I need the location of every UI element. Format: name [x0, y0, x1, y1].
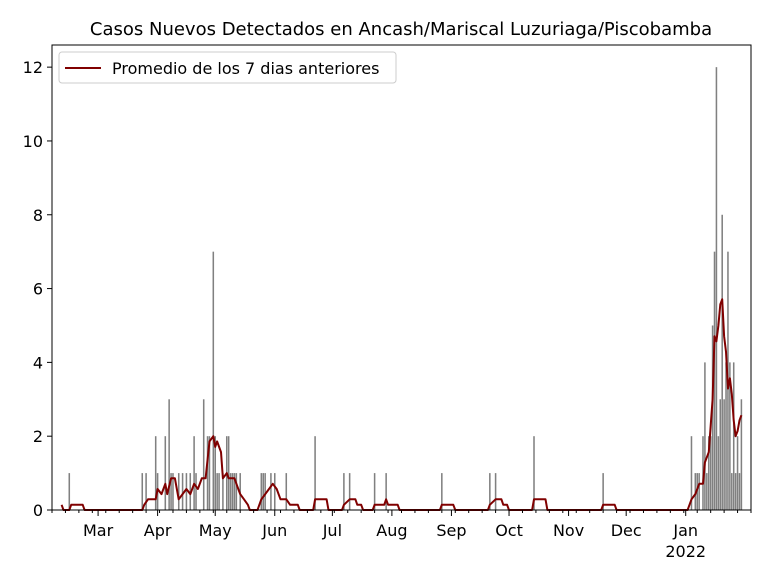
x-tick-label: Nov — [553, 521, 584, 540]
average-line — [60, 298, 743, 511]
y-tick-label: 0 — [33, 501, 43, 520]
bar — [373, 473, 376, 510]
bar — [723, 399, 725, 510]
average-line-series — [60, 298, 743, 511]
bar — [216, 473, 218, 510]
x-tick-label: Apr — [144, 521, 172, 540]
bar — [602, 473, 604, 510]
y-tick-label: 4 — [33, 353, 43, 372]
x-tick-label: Jan — [672, 521, 698, 540]
legend-label-average: Promedio de los 7 dias anteriores — [112, 59, 379, 78]
bar — [68, 473, 71, 510]
bar — [202, 399, 205, 510]
bar — [533, 436, 535, 510]
bar — [195, 473, 197, 510]
x-tick-label: Dec — [611, 521, 642, 540]
x-tick-sublabel: 2022 — [665, 542, 706, 561]
y-tick-label: 6 — [33, 280, 43, 299]
bar — [212, 251, 215, 510]
bar — [725, 362, 727, 510]
bar-series — [68, 67, 743, 511]
bar — [494, 473, 497, 510]
bar — [181, 473, 184, 510]
legend-box — [58, 51, 397, 84]
bar — [208, 436, 211, 510]
bar — [177, 473, 180, 510]
y-tick-label: 2 — [33, 427, 43, 446]
bar — [260, 473, 263, 510]
bar — [713, 251, 716, 510]
bar — [441, 473, 443, 510]
x-tick-label: Mar — [83, 521, 114, 540]
bar — [235, 473, 238, 510]
y-tick-label: 8 — [33, 206, 43, 225]
bar — [227, 436, 230, 510]
x-tick-label: Oct — [495, 521, 523, 540]
bar — [709, 436, 712, 510]
bar — [707, 436, 710, 510]
bar — [348, 473, 351, 510]
x-tick-label: Aug — [376, 521, 407, 540]
chart-title: Casos Nuevos Detectados en Ancash/Marisc… — [90, 19, 712, 40]
bar — [698, 473, 700, 510]
bar — [185, 473, 188, 510]
bar — [170, 473, 172, 510]
x-axis: Mar Apr May Jun Jul Aug Sep Oct Nov Dec Jan 2022 — [51, 510, 752, 561]
bar — [721, 214, 723, 510]
bar — [343, 473, 345, 510]
bar — [706, 473, 708, 510]
bar — [731, 473, 733, 510]
y-axis: 0 2 4 6 8 10 12 — [23, 58, 52, 520]
bar — [222, 473, 224, 510]
bar — [489, 473, 491, 510]
bar — [154, 436, 157, 510]
bar — [206, 436, 209, 510]
bar — [233, 473, 236, 510]
x-tick-label: Sep — [436, 521, 466, 540]
bar — [736, 436, 739, 510]
bar — [704, 362, 706, 510]
bar — [273, 473, 276, 510]
bar — [711, 325, 714, 510]
bar — [164, 436, 167, 510]
bar — [314, 436, 316, 510]
legend: Promedio de los 7 dias anteriores — [58, 51, 397, 84]
bar — [214, 436, 216, 510]
bar — [729, 362, 731, 510]
bar — [690, 436, 693, 510]
bar — [270, 473, 272, 510]
bar — [715, 67, 718, 511]
bar — [231, 473, 234, 510]
bar — [193, 436, 195, 510]
bar — [732, 362, 735, 510]
bar — [734, 473, 737, 510]
bar — [218, 473, 220, 510]
bar — [172, 473, 174, 510]
bar — [145, 473, 147, 510]
bar — [740, 399, 743, 510]
bar — [285, 473, 288, 510]
bar — [168, 399, 170, 510]
y-tick-label: 12 — [23, 58, 43, 77]
bar — [385, 473, 387, 510]
plot-area-frame — [51, 44, 752, 511]
x-tick-label: Jul — [322, 521, 342, 540]
bar — [141, 473, 144, 510]
bar — [229, 473, 232, 510]
bar — [717, 436, 720, 510]
bar — [738, 473, 741, 510]
y-tick-label: 10 — [23, 132, 43, 151]
x-tick-label: May — [199, 521, 232, 540]
x-tick-label: Jun — [261, 521, 287, 540]
bar — [262, 473, 265, 510]
bar — [264, 473, 266, 510]
bar — [719, 399, 722, 510]
